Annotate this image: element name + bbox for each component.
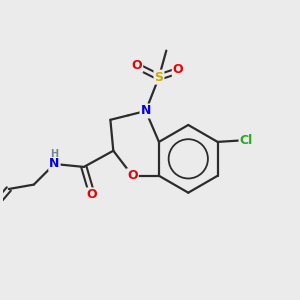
Text: O: O [127, 169, 138, 182]
Text: N: N [49, 158, 60, 170]
Text: N: N [140, 104, 151, 118]
Text: H: H [50, 149, 59, 159]
Text: Cl: Cl [239, 134, 253, 147]
Text: S: S [154, 70, 164, 84]
Text: O: O [86, 188, 97, 201]
Text: O: O [173, 63, 183, 76]
Text: O: O [132, 59, 142, 72]
